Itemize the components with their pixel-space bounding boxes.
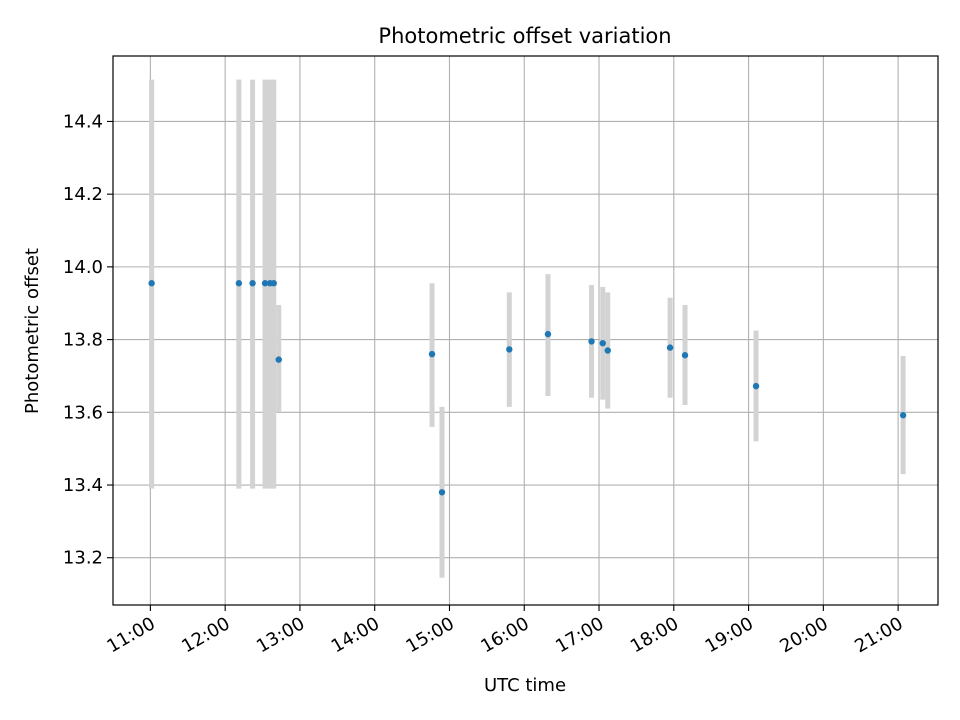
x-tick-label: 20:00	[776, 613, 831, 657]
data-point	[235, 280, 243, 287]
data-point	[681, 352, 689, 359]
y-tick-label: 14.0	[63, 257, 103, 278]
data-point	[899, 412, 907, 419]
x-axis-ticks: 11:00 12:00 13:00 14:00 15:00 16:00 17:00 18:00…	[103, 605, 907, 657]
y-tick-label: 13.4	[63, 475, 103, 496]
data-point	[148, 280, 155, 287]
data-point	[506, 346, 513, 353]
plot-frame	[112, 55, 939, 606]
chart-title: Photometric offset variation	[378, 24, 671, 48]
y-tick-label: 13.2	[63, 548, 103, 569]
x-tick-label: 11:00	[103, 613, 158, 657]
x-tick-label: 18:00	[627, 613, 682, 657]
data-point	[261, 280, 269, 287]
data-point	[275, 356, 282, 363]
data-point	[666, 344, 674, 351]
data-point	[599, 340, 606, 347]
y-tick-label: 13.8	[63, 330, 103, 351]
x-tick-label: 14:00	[328, 613, 383, 657]
data-point	[428, 350, 436, 358]
data-point	[588, 338, 595, 345]
data-points	[148, 280, 907, 496]
data-point	[544, 330, 552, 338]
data-point	[752, 382, 760, 390]
x-tick-label: 13:00	[253, 613, 308, 657]
error-bars	[149, 79, 906, 578]
y-tick-label: 14.2	[63, 184, 103, 205]
data-point	[604, 347, 611, 354]
data-point	[249, 280, 256, 287]
y-axis-title: Photometric offset	[22, 248, 43, 414]
data-point	[270, 280, 277, 287]
data-point	[438, 489, 446, 496]
grid	[113, 56, 938, 605]
x-tick-label: 15:00	[403, 613, 458, 657]
x-tick-label: 17:00	[552, 613, 607, 657]
x-tick-label: 12:00	[178, 613, 233, 657]
x-tick-label: 19:00	[702, 613, 757, 657]
x-tick-label: 21:00	[851, 613, 906, 657]
y-tick-label: 14.4	[63, 111, 103, 132]
x-tick-label: 16:00	[477, 613, 532, 657]
x-axis-title: UTC time	[484, 675, 566, 696]
y-tick-label: 13.6	[63, 402, 103, 423]
y-axis-ticks: 13.2 13.4 13.6 13.8 14.0 14.2 14.4	[63, 111, 113, 569]
